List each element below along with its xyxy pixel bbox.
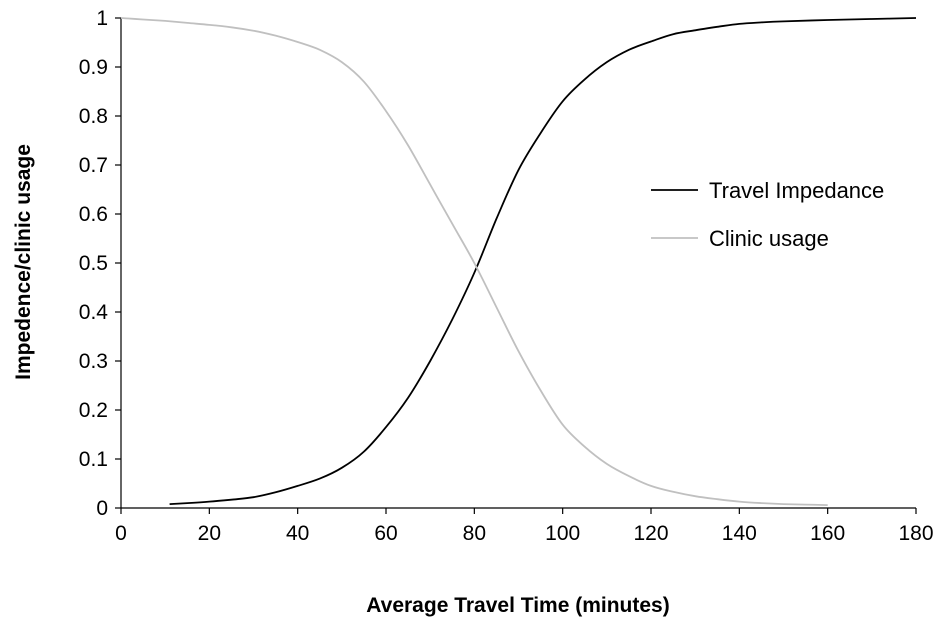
y-tick-label: 0.2	[79, 399, 108, 422]
x-tick-label: 20	[198, 522, 221, 545]
x-tick-label: 120	[633, 522, 668, 545]
y-tick-label: 0.7	[79, 154, 108, 177]
x-tick-label: 180	[898, 522, 933, 545]
y-tick-label: 0.5	[79, 252, 108, 275]
series-line-clinic-usage	[120, 17, 828, 506]
y-tick-label: 0.9	[79, 56, 108, 79]
legend-label-travel-impedance: Travel Impedance	[709, 178, 884, 203]
y-tick-label: 0.4	[79, 301, 109, 324]
legend-label-clinic-usage: Clinic usage	[709, 226, 829, 251]
y-axis-title: Impedence/clinic usage	[12, 144, 35, 380]
x-tick-label: 140	[722, 522, 757, 545]
y-tick-label: 0.1	[79, 448, 108, 471]
y-tick-label: 0.3	[79, 350, 108, 373]
axes: 0 0.1 0.2 0.3 0.4 0.5 0.6 0.7 0.8 0.9 1 0 20 40 60 80 10…	[79, 7, 934, 545]
y-tick-label: 0	[96, 497, 108, 520]
x-tick-label: 160	[810, 522, 845, 545]
legend: Travel Impedance Clinic usage	[651, 178, 884, 251]
x-axis-title: Average Travel Time (minutes)	[366, 594, 669, 617]
y-tick-label: 0.8	[79, 105, 108, 128]
x-tick-label: 40	[286, 522, 309, 545]
series-line-travel-impedance	[169, 17, 917, 505]
x-tick-label: 100	[545, 522, 580, 545]
x-tick-label: 0	[115, 522, 127, 545]
series-lines	[120, 17, 917, 506]
x-tick-label: 80	[463, 522, 486, 545]
y-tick-label: 0.6	[79, 203, 108, 226]
y-tick-label: 1	[96, 7, 108, 30]
x-tick-label: 60	[374, 522, 397, 545]
